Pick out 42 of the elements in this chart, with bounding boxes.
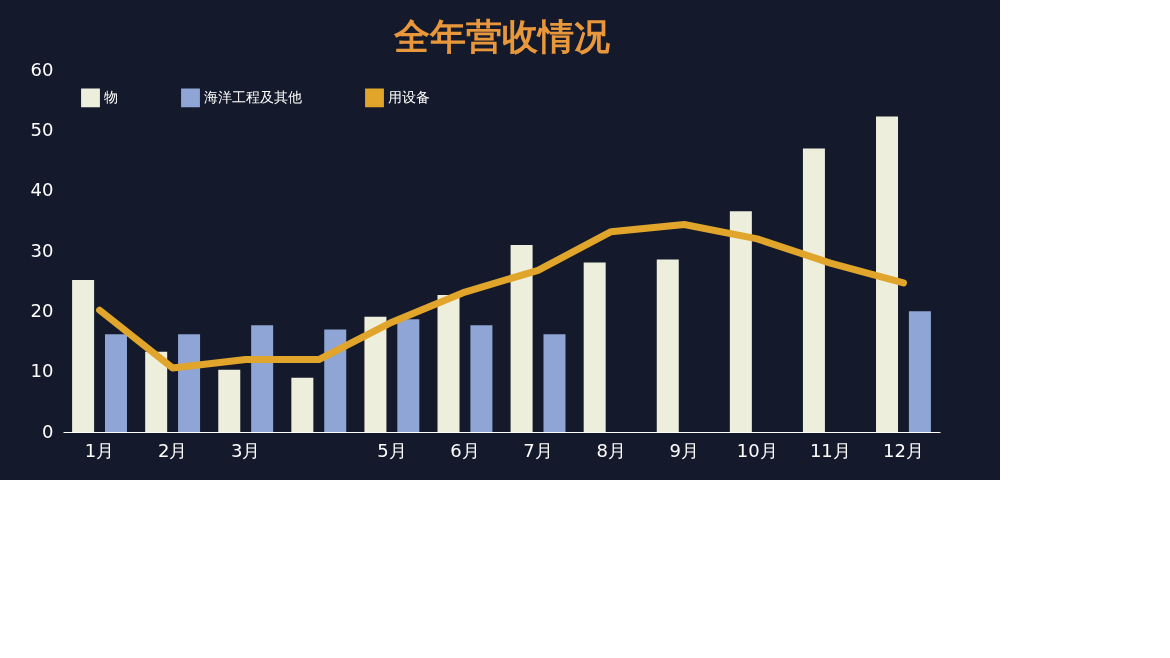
- y-tick-label: 50: [30, 118, 54, 140]
- x-tick-label: 2月: [157, 439, 188, 461]
- x-tick-label: 9月: [669, 439, 699, 461]
- x-tick-label: 1月: [84, 439, 115, 461]
- bar: [802, 148, 825, 432]
- bar: [397, 319, 420, 432]
- y-tick-label: 40: [30, 179, 54, 201]
- bar: [908, 311, 931, 432]
- x-tick-label: 5月: [377, 439, 407, 461]
- bar: [324, 329, 347, 432]
- bar: [876, 116, 899, 432]
- bar: [145, 351, 168, 432]
- bar: [178, 334, 201, 432]
- x-tick-label: 10月: [736, 439, 778, 461]
- legend-label: 用设备: [388, 88, 430, 105]
- y-tick-label: 30: [30, 239, 54, 261]
- x-tick-label: 6月: [450, 439, 480, 461]
- x-tick-label: 3月: [230, 439, 261, 461]
- chart-title: 全年营收情况: [392, 16, 610, 57]
- x-tick-label: 12月: [883, 439, 924, 461]
- legend-label: 海洋工程及其他: [204, 88, 302, 105]
- y-tick-label: 10: [30, 360, 54, 382]
- bar: [104, 334, 127, 432]
- bar: [291, 377, 314, 432]
- y-tick-label: 0: [42, 420, 54, 442]
- bar: [510, 244, 533, 432]
- x-tick-label: 7月: [523, 439, 553, 461]
- bar: [470, 325, 493, 432]
- bar: [72, 279, 95, 432]
- bar: [364, 316, 387, 432]
- bar: [583, 262, 606, 432]
- bar: [656, 259, 679, 432]
- bar: [729, 211, 752, 432]
- bar: [437, 295, 460, 432]
- bar: [218, 369, 241, 432]
- bar: [251, 325, 274, 432]
- x-tick-label: 11月: [809, 439, 851, 461]
- legend-label: 物: [104, 88, 118, 105]
- bar: [543, 334, 566, 432]
- y-tick-label: 60: [30, 58, 54, 80]
- y-tick-label: 20: [30, 299, 54, 321]
- x-tick-label: 8月: [596, 439, 626, 461]
